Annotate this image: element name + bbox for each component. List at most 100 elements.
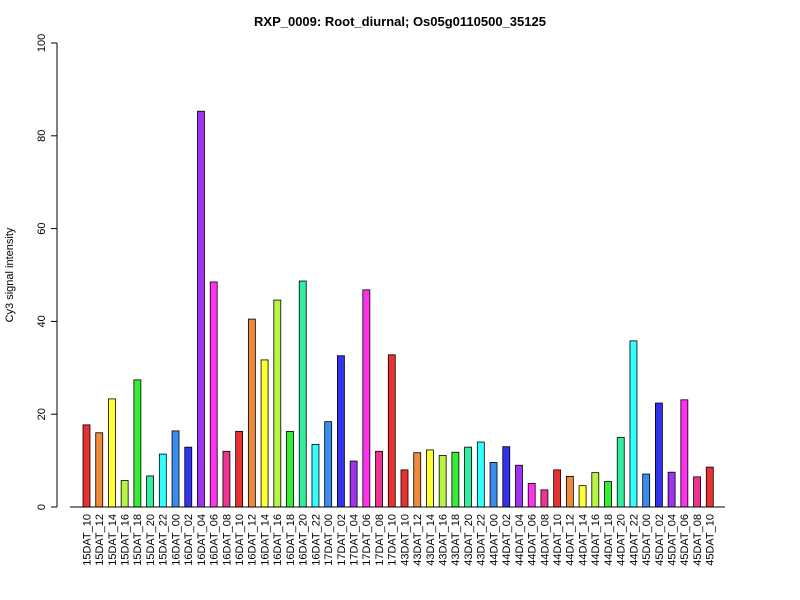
bar-45DAT_10 xyxy=(705,466,714,508)
bar-43DAT_22 xyxy=(476,441,485,508)
x-tick-label: 45DAT_00 xyxy=(641,514,653,566)
bar-16DAT_00 xyxy=(171,430,180,508)
x-tick-label: 44DAT_14 xyxy=(577,514,589,566)
x-tick-label: 16DAT_04 xyxy=(196,514,208,566)
bar-44DAT_12 xyxy=(565,475,574,508)
bar-16DAT_12 xyxy=(247,318,256,508)
x-tick-label: 44DAT_04 xyxy=(514,514,526,566)
y-axis: 0 20 40 60 80 100 xyxy=(36,34,58,510)
x-tick-label: 44DAT_08 xyxy=(539,514,551,566)
bar-44DAT_18 xyxy=(604,481,612,508)
x-tick-label: 44DAT_16 xyxy=(590,514,602,566)
bar-44DAT_14 xyxy=(578,485,587,508)
x-tick-label: 44DAT_20 xyxy=(616,514,628,566)
bar-43DAT_14 xyxy=(426,449,434,508)
bar-44DAT_02 xyxy=(502,446,511,508)
bar-43DAT_18 xyxy=(451,451,460,508)
x-tick-label: 45DAT_08 xyxy=(692,514,704,566)
x-tick-label: 17DAT_10 xyxy=(387,514,399,566)
x-tick-label: 43DAT_16 xyxy=(438,514,450,566)
bar-15DAT_18 xyxy=(133,379,142,508)
x-tick-label: 15DAT_16 xyxy=(120,514,132,566)
x-tick-label: 15DAT_10 xyxy=(81,514,93,566)
x-tick-label: 17DAT_08 xyxy=(374,514,386,566)
bar-44DAT_10 xyxy=(553,469,562,508)
x-tick-label: 16DAT_02 xyxy=(183,514,195,566)
x-tick-label: 17DAT_04 xyxy=(348,514,360,566)
x-tick-label: 44DAT_06 xyxy=(527,514,539,566)
x-tick-label: 45DAT_10 xyxy=(705,514,717,566)
x-tick-label: 16DAT_16 xyxy=(272,514,284,566)
bars xyxy=(70,110,725,508)
bar-17DAT_10 xyxy=(387,354,396,508)
x-tick-label: 43DAT_18 xyxy=(450,514,462,566)
bar-45DAT_06 xyxy=(680,399,689,508)
bar-15DAT_12 xyxy=(95,432,104,508)
bar-16DAT_22 xyxy=(311,443,320,508)
bar-16DAT_02 xyxy=(184,446,193,508)
bar-16DAT_14 xyxy=(260,359,269,508)
bar-43DAT_20 xyxy=(464,446,473,508)
bar-45DAT_04 xyxy=(667,471,676,508)
bar-45DAT_02 xyxy=(655,402,663,508)
bar-15DAT_16 xyxy=(120,480,129,508)
x-tick-label: 45DAT_02 xyxy=(654,514,666,566)
bar-16DAT_16 xyxy=(273,299,282,508)
bar-17DAT_02 xyxy=(336,355,345,508)
x-tick-label: 45DAT_04 xyxy=(666,514,678,566)
bar-17DAT_04 xyxy=(349,460,358,508)
x-tick-label: 16DAT_06 xyxy=(209,514,221,566)
x-tick-label: 44DAT_22 xyxy=(628,514,640,566)
bar-15DAT_10 xyxy=(82,424,91,508)
x-tick-label: 44DAT_18 xyxy=(603,514,615,566)
x-tick-label: 15DAT_14 xyxy=(107,514,119,566)
x-tick-label: 16DAT_22 xyxy=(310,514,322,566)
x-tick-label: 16DAT_08 xyxy=(221,514,233,566)
bar-44DAT_04 xyxy=(515,464,523,508)
x-tick-label: 43DAT_12 xyxy=(412,514,424,566)
bar-44DAT_22 xyxy=(629,340,638,508)
bar-17DAT_06 xyxy=(362,289,371,508)
x-tick-label: 16DAT_14 xyxy=(259,514,271,566)
x-tick-label: 16DAT_12 xyxy=(247,514,259,566)
x-tick-label: 17DAT_02 xyxy=(336,514,348,566)
x-tick-label: 17DAT_06 xyxy=(361,514,373,566)
x-tick-label: 44DAT_02 xyxy=(501,514,513,566)
bar-43DAT_16 xyxy=(438,455,447,508)
x-tick-label: 17DAT_00 xyxy=(323,514,335,566)
x-tick-label: 45DAT_06 xyxy=(679,514,691,566)
x-tick-label: 16DAT_20 xyxy=(298,514,310,566)
bar-15DAT_14 xyxy=(108,398,116,508)
y-tick-label: 100 xyxy=(36,34,48,52)
bar-16DAT_06 xyxy=(209,281,218,508)
x-tick-label: 16DAT_18 xyxy=(285,514,297,566)
y-tick-label: 60 xyxy=(36,222,48,234)
x-tick-label: 15DAT_18 xyxy=(132,514,144,566)
chart-title: RXP_0009: Root_diurnal; Os05g0110500_351… xyxy=(254,14,546,29)
y-tick-label: 20 xyxy=(36,408,48,420)
bar-16DAT_10 xyxy=(235,430,244,508)
y-tick-label: 0 xyxy=(36,504,48,510)
x-tick-label: 43DAT_14 xyxy=(425,514,437,566)
bar-17DAT_00 xyxy=(324,421,333,508)
bar-44DAT_16 xyxy=(591,472,600,508)
x-tick-label: 15DAT_22 xyxy=(158,514,170,566)
x-tick-label: 15DAT_20 xyxy=(145,514,157,566)
bar-16DAT_04 xyxy=(197,110,205,508)
x-tick-label: 16DAT_00 xyxy=(170,514,182,566)
bar-44DAT_20 xyxy=(616,436,625,508)
x-tick-label: 44DAT_10 xyxy=(552,514,564,566)
x-tick-label: 15DAT_12 xyxy=(94,514,106,566)
bar-45DAT_00 xyxy=(642,473,651,508)
bar-43DAT_12 xyxy=(413,452,422,508)
x-tick-label: 44DAT_00 xyxy=(488,514,500,566)
bar-15DAT_20 xyxy=(146,475,155,508)
bar-16DAT_20 xyxy=(298,280,307,508)
bar-44DAT_00 xyxy=(489,462,498,508)
y-axis-label: Cy3 signal intensity xyxy=(4,227,16,322)
bar-45DAT_08 xyxy=(693,476,701,508)
x-tick-label: 43DAT_22 xyxy=(476,514,488,566)
bar-43DAT_10 xyxy=(400,469,409,508)
x-tick-label: 43DAT_10 xyxy=(399,514,411,566)
